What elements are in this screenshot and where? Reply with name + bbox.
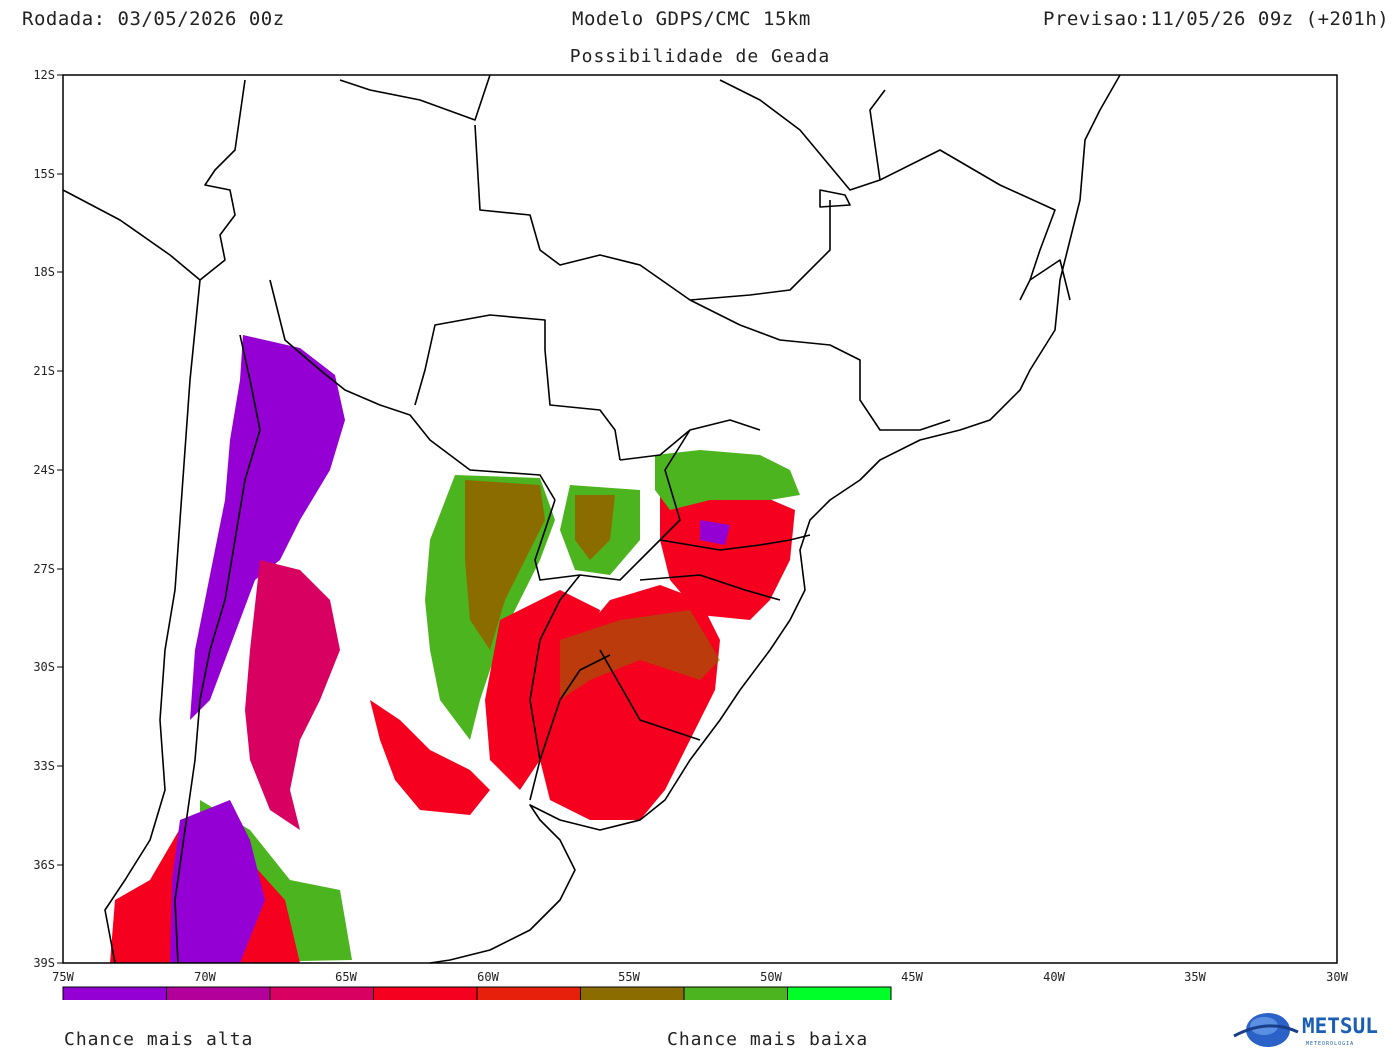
legend-swatch xyxy=(269,986,374,1000)
legend-swatch xyxy=(476,986,581,1000)
lat-label: 15S xyxy=(33,167,55,181)
lon-label: 45W xyxy=(901,970,923,984)
legend-swatch xyxy=(683,986,788,1000)
color-legend xyxy=(62,986,892,1000)
frost-area-andes-magenta xyxy=(245,560,340,830)
legend-swatch xyxy=(787,986,892,1000)
frost-area-patagonia-purple xyxy=(170,800,265,963)
lon-label: 60W xyxy=(477,970,499,984)
lat-labels: 12S 15S 18S 21S 24S 27S 30S 33S 36S 39S xyxy=(33,68,55,970)
frost-area-pr-green xyxy=(655,450,800,510)
model-label: Modelo GDPS/CMC 15km xyxy=(572,8,811,30)
frost-areas xyxy=(110,335,800,963)
frost-area-andes-north xyxy=(190,335,345,720)
metsul-logo: METSUL METEOROLOGIA xyxy=(1233,1013,1378,1047)
legend-swatch xyxy=(373,986,478,1000)
legend-low-label: Chance mais baixa xyxy=(667,1029,869,1050)
lat-label: 36S xyxy=(33,858,55,872)
lat-label: 30S xyxy=(33,660,55,674)
lat-label: 33S xyxy=(33,759,55,773)
country-borders xyxy=(62,74,1121,964)
map-subtitle: Possibilidade de Geada xyxy=(569,46,831,67)
lon-label: 70W xyxy=(194,970,216,984)
frost-area-misiones-olive xyxy=(575,495,615,560)
frost-area-central-red xyxy=(370,700,490,815)
run-label: Rodada: 03/05/2026 00z xyxy=(22,8,285,30)
lon-label: 30W xyxy=(1326,970,1348,984)
forecast-label: Previsao:11/05/26 09z (+201h) xyxy=(1043,8,1390,30)
lon-label: 40W xyxy=(1043,970,1065,984)
lon-label: 55W xyxy=(618,970,640,984)
lat-label: 12S xyxy=(33,68,55,82)
lat-ticks xyxy=(57,74,63,964)
legend-swatch xyxy=(580,986,685,1000)
frost-area-sc-red xyxy=(660,490,795,620)
brand-name: METSUL xyxy=(1302,1014,1378,1038)
lon-label: 50W xyxy=(760,970,782,984)
legend-swatch xyxy=(166,986,271,1000)
lon-label: 35W xyxy=(1184,970,1206,984)
lat-label: 24S xyxy=(33,463,55,477)
lat-label: 21S xyxy=(33,364,55,378)
legend-high-label: Chance mais alta xyxy=(64,1029,254,1050)
frost-area-rs-olive xyxy=(560,610,720,700)
lon-labels: 75W 70W 65W 60W 55W 50W 45W 40W 35W 30W xyxy=(52,970,1348,984)
legend-swatch xyxy=(62,986,167,1000)
lat-label: 18S xyxy=(33,265,55,279)
frost-area-sc-purple xyxy=(700,520,730,545)
lon-label: 65W xyxy=(335,970,357,984)
brand-tagline: METEOROLOGIA xyxy=(1306,1041,1354,1047)
map-frame xyxy=(62,74,1338,964)
frost-map: 12S 15S 18S 21S 24S 27S 30S 33S 36S 39S … xyxy=(33,68,1349,1000)
lon-label: 75W xyxy=(52,970,74,984)
frost-area-chaco-olive xyxy=(465,480,545,650)
lat-label: 27S xyxy=(33,562,55,576)
lat-label: 39S xyxy=(33,956,55,970)
